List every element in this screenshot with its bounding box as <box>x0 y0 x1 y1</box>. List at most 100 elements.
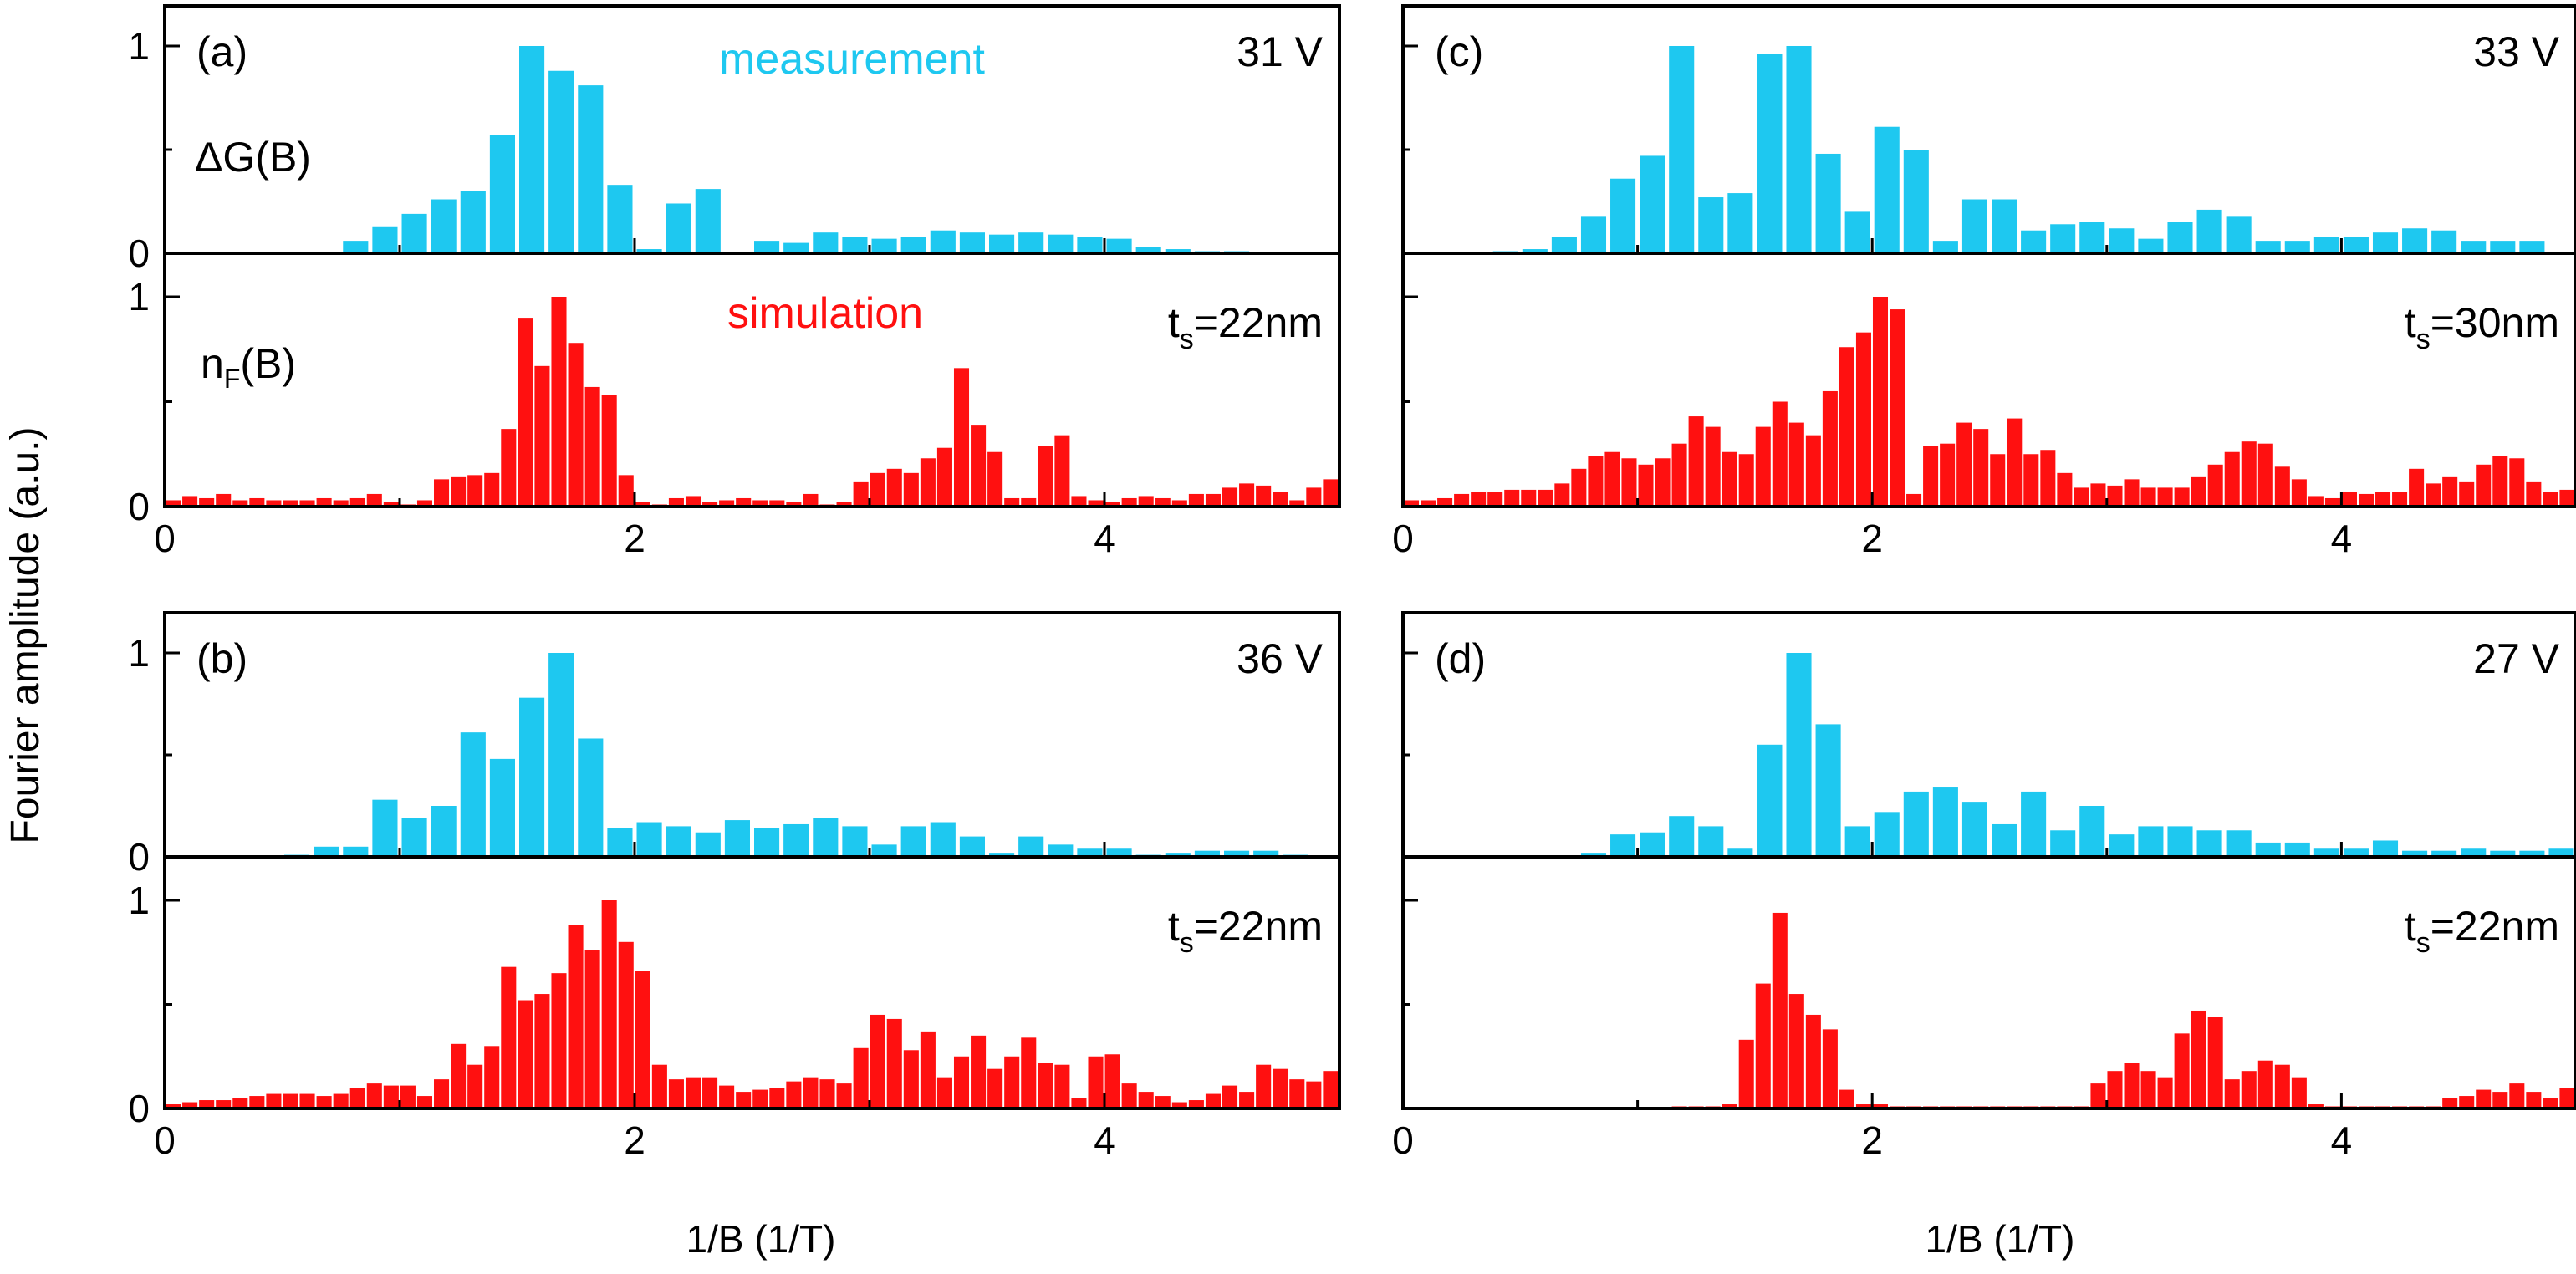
measurement-bar <box>871 844 897 857</box>
simulation-bar <box>467 475 483 507</box>
simulation-bar <box>2157 487 2173 507</box>
simulation-bar <box>1521 489 1537 507</box>
measurement-bar <box>2255 241 2281 253</box>
measurement-bar <box>2431 230 2457 253</box>
simulation-bar <box>2543 1098 2558 1108</box>
measurement-bar <box>1727 193 1753 253</box>
measurement-bar <box>1874 812 1900 857</box>
simulation-bar <box>484 472 500 507</box>
dG-label: ΔG(B) <box>195 134 311 181</box>
simulation-bar <box>1188 493 1204 507</box>
panel-frame <box>163 4 1341 508</box>
simulation-bar <box>2526 1092 2542 1108</box>
simulation-bar <box>1138 1092 1154 1108</box>
simulation-bar <box>1671 443 1687 507</box>
simulation-bar <box>1155 1096 1171 1108</box>
measurement-bar <box>2196 209 2222 253</box>
y-tick-label: 1 <box>128 879 150 922</box>
measurement-bar <box>842 237 868 253</box>
measurement-bar <box>1106 848 1132 857</box>
simulation-bar <box>987 1068 1003 1108</box>
simulation-bar <box>484 1046 500 1108</box>
simulation-label: simulation <box>727 289 923 338</box>
simulation-bar <box>2140 1071 2156 1108</box>
simulation-bar <box>199 497 215 507</box>
nF-label: nF(B) <box>201 340 296 394</box>
simulation-bar <box>1805 1014 1821 1108</box>
voltage-label: 31 V <box>1237 28 1324 75</box>
measurement-bar <box>1640 832 1665 857</box>
measurement-bar <box>989 853 1015 857</box>
measurement-bar <box>1786 46 1812 253</box>
simulation-bar <box>232 500 248 507</box>
simulation-bar <box>1205 1093 1221 1108</box>
x-tick-label: 4 <box>1094 1119 1115 1162</box>
simulation-bar <box>1839 1089 1854 1108</box>
measurement-bar <box>1698 826 1724 857</box>
x-tick-label: 0 <box>154 1119 176 1162</box>
simulation-bar <box>668 1079 684 1108</box>
measurement-bar <box>578 738 604 857</box>
simulation-bar <box>2509 1083 2525 1108</box>
simulation-bar <box>1404 500 1420 507</box>
simulation-bar <box>1487 492 1503 507</box>
simulation-bar <box>451 476 467 507</box>
simulation-bar <box>1323 479 1339 507</box>
measurement-bar <box>372 226 398 253</box>
simulation-bar <box>1121 497 1137 507</box>
simulation-bar <box>685 496 701 507</box>
measurement-bar <box>1874 126 1900 253</box>
simulation-bar <box>434 479 450 507</box>
simulation-bar <box>1990 454 2006 507</box>
measurement-bar <box>1551 237 1577 253</box>
simulation-bar <box>383 1085 399 1108</box>
simulation-bar <box>736 497 752 507</box>
y-tick-label: 0 <box>128 485 150 528</box>
simulation-bar <box>685 1077 701 1108</box>
simulation-bar <box>2409 468 2425 507</box>
simulation-bar <box>216 493 232 507</box>
simulation-bar <box>1138 496 1154 507</box>
simulation-bar <box>1222 1085 1238 1108</box>
simulation-bar <box>769 1088 785 1108</box>
measurement-bar <box>695 189 721 253</box>
simulation-bar <box>1788 994 1804 1108</box>
simulation-bar <box>1273 1068 1288 1108</box>
simulation-bar <box>2257 1060 2273 1108</box>
measurement-bar <box>1580 853 1607 857</box>
simulation-bar <box>2124 479 2140 507</box>
measurement-bar <box>1727 848 1753 857</box>
simulation-bar <box>1738 1039 1754 1108</box>
measurement-bar <box>1757 744 1783 857</box>
thickness-label: ts=22nm <box>1168 299 1323 355</box>
simulation-bar <box>2559 489 2575 507</box>
simulation-bar <box>2426 483 2441 507</box>
measurement-bar <box>1844 826 1870 857</box>
measurement-bar <box>666 203 691 253</box>
measurement-bar <box>930 822 956 857</box>
simulation-bar <box>2124 1063 2140 1108</box>
thickness-label: ts=22nm <box>2405 903 2559 959</box>
panel-letter: (d) <box>1435 635 1486 682</box>
simulation-bar <box>518 318 533 507</box>
measurement-bar <box>401 213 427 253</box>
measurement-bar <box>959 232 985 253</box>
measurement-bar <box>1815 724 1841 857</box>
measurement-bar <box>1165 853 1191 857</box>
simulation-bar <box>1923 446 1939 507</box>
simulation-bar <box>1306 487 1322 507</box>
simulation-bar <box>936 1077 952 1108</box>
simulation-bar <box>1188 1100 1204 1108</box>
simulation-bar <box>1571 468 1587 507</box>
simulation-bar <box>853 481 869 507</box>
measurement-bar <box>548 653 574 857</box>
simulation-bar <box>1155 497 1171 507</box>
thickness-label: ts=22nm <box>1168 903 1323 959</box>
measurement-bar <box>607 828 633 857</box>
simulation-bar <box>1621 458 1637 507</box>
measurement-bar <box>813 232 839 253</box>
simulation-bar <box>2358 493 2375 507</box>
measurement-bar <box>813 818 839 857</box>
measurement-bar <box>2402 850 2428 857</box>
simulation-bar <box>2442 476 2458 507</box>
